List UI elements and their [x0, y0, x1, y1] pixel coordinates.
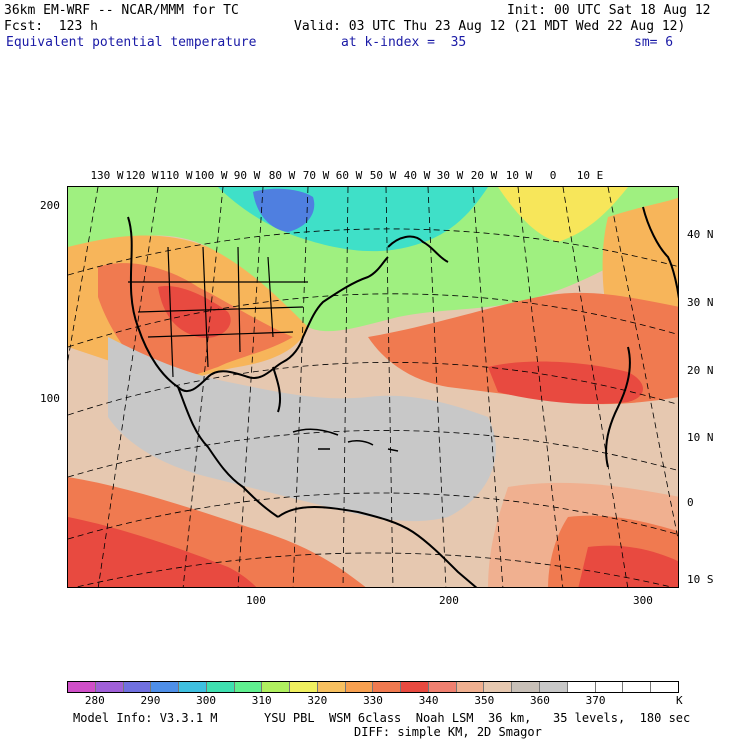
- color-scale-label: 320: [307, 694, 328, 707]
- x-grid-tick: 200: [439, 594, 459, 607]
- color-scale-swatch: [484, 682, 513, 692]
- longitude-label: 10 E: [576, 169, 604, 182]
- very-hot-region: [68, 517, 257, 587]
- color-scale-swatch: [68, 682, 96, 692]
- x-grid-tick: 300: [633, 594, 653, 607]
- color-scale-swatch: [290, 682, 318, 692]
- longitude-label: 10 W: [505, 169, 533, 182]
- longitude-label: 60 W: [335, 169, 363, 182]
- diffusion-info: DIFF: simple KM, 2D Smagor: [354, 725, 542, 739]
- color-scale-label: 370: [585, 694, 606, 707]
- x-grid-tick: 100: [246, 594, 266, 607]
- longitude-label: 110 W: [159, 169, 193, 182]
- color-scale-label: 340: [418, 694, 439, 707]
- tropical-region: [108, 337, 496, 522]
- graticule: [68, 187, 678, 587]
- color-scale-unit: K: [676, 694, 683, 707]
- color-scale-swatch: [540, 682, 568, 692]
- caribbean-islands: [292, 428, 399, 452]
- color-scale-label: 290: [140, 694, 161, 707]
- very-hot-region: [158, 286, 231, 338]
- latitude-label: 40 N: [687, 228, 714, 241]
- init-time: Init: 00 UTC Sat 18 Aug 12: [507, 3, 711, 18]
- color-scale-swatch: [595, 682, 624, 692]
- longitude-label: 100 W: [194, 169, 228, 182]
- color-scale-label: 360: [529, 694, 550, 707]
- very-hot-region: [578, 545, 678, 587]
- longitude-label: 30 W: [436, 169, 464, 182]
- field-name: Equivalent potential temperature: [6, 35, 257, 50]
- color-scale-swatch: [345, 682, 374, 692]
- map-panel: [67, 186, 679, 588]
- mild-region: [498, 187, 628, 242]
- color-scale-bar: [67, 681, 679, 693]
- color-scale-label: 310: [251, 694, 272, 707]
- smoothing-label: sm= 6: [634, 35, 674, 50]
- color-scale-swatch: [262, 682, 291, 692]
- forecast-hour: Fcst: 123 h: [4, 19, 98, 34]
- physics-info: YSU PBL WSM 6class Noah LSM 36 km, 35 le…: [264, 711, 691, 725]
- coastlines: [127, 206, 678, 587]
- longitude-label: 70 W: [302, 169, 330, 182]
- state-borders: [128, 246, 308, 378]
- color-scale-swatch: [512, 682, 541, 692]
- longitude-label: 0: [549, 169, 557, 182]
- y-grid-tick: 100: [40, 392, 60, 405]
- color-scale-label: 330: [363, 694, 383, 707]
- model-info: Model Info: V3.3.1 M: [73, 711, 218, 725]
- y-grid-tick: 200: [40, 199, 60, 212]
- color-scale-label: 280: [84, 694, 105, 707]
- color-scale-swatch: [456, 682, 485, 692]
- color-scale-swatch: [179, 682, 207, 692]
- color-scale-swatch: [623, 682, 652, 692]
- color-scale-swatch: [206, 682, 235, 692]
- color-scale-swatch: [123, 682, 152, 692]
- color-scale-swatch: [317, 682, 346, 692]
- level-index: at k-index = 35: [341, 35, 467, 50]
- color-scale-swatch: [234, 682, 263, 692]
- theta-e-map: [68, 187, 678, 587]
- longitude-label: 50 W: [369, 169, 397, 182]
- color-scale-swatch: [428, 682, 457, 692]
- color-scale-swatch: [373, 682, 402, 692]
- color-scale-label: 350: [474, 694, 495, 707]
- color-scale-label: 300: [196, 694, 217, 707]
- color-scale-swatch: [567, 682, 596, 692]
- longitude-label: 20 W: [470, 169, 498, 182]
- longitude-label: 90 W: [233, 169, 261, 182]
- latitude-label: 0: [687, 496, 694, 509]
- longitude-label: 80 W: [268, 169, 296, 182]
- longitude-label: 130 W: [90, 169, 124, 182]
- color-scale-swatch: [651, 682, 678, 692]
- model-title: 36km EM-WRF -- NCAR/MMM for TC: [4, 3, 239, 18]
- valid-time: Valid: 03 UTC Thu 23 Aug 12 (21 MDT Wed …: [294, 19, 686, 34]
- latitude-label: 10 N: [687, 431, 714, 444]
- color-scale-swatch: [151, 682, 180, 692]
- cool-region: [68, 187, 678, 332]
- color-scale-swatch: [401, 682, 429, 692]
- very-cold-region: [253, 188, 315, 232]
- latitude-label: 30 N: [687, 296, 714, 309]
- color-scale-swatch: [95, 682, 124, 692]
- latitude-label: 10 S: [687, 573, 714, 586]
- latitude-label: 20 N: [687, 364, 714, 377]
- longitude-label: 120 W: [125, 169, 159, 182]
- longitude-label: 40 W: [403, 169, 431, 182]
